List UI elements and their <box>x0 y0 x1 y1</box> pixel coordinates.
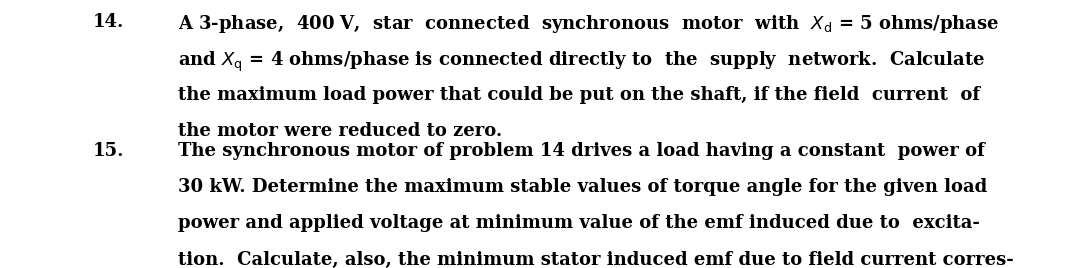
Text: 14.: 14. <box>93 13 124 31</box>
Text: The synchronous motor of problem 14 drives a load having a constant  power of: The synchronous motor of problem 14 driv… <box>178 142 985 160</box>
Text: power and applied voltage at minimum value of the emf induced due to  excita-: power and applied voltage at minimum val… <box>178 214 980 232</box>
Text: the maximum load power that could be put on the shaft, if the field  current  of: the maximum load power that could be put… <box>178 86 981 104</box>
Text: and $X_{\mathrm{q}}$ = 4 ohms/phase is connected directly to  the  supply  netwo: and $X_{\mathrm{q}}$ = 4 ohms/phase is c… <box>178 50 986 74</box>
Text: 30 kW. Determine the maximum stable values of torque angle for the given load: 30 kW. Determine the maximum stable valu… <box>178 178 987 196</box>
Text: A 3-phase,  400 V,  star  connected  synchronous  motor  with  $X_{\mathrm{d}}$ : A 3-phase, 400 V, star connected synchro… <box>178 13 999 35</box>
Text: the motor were reduced to zero.: the motor were reduced to zero. <box>178 122 502 140</box>
Text: tion.  Calculate, also, the minimum stator induced emf due to field current corr: tion. Calculate, also, the minimum stato… <box>178 251 1014 268</box>
Text: 15.: 15. <box>93 142 124 160</box>
